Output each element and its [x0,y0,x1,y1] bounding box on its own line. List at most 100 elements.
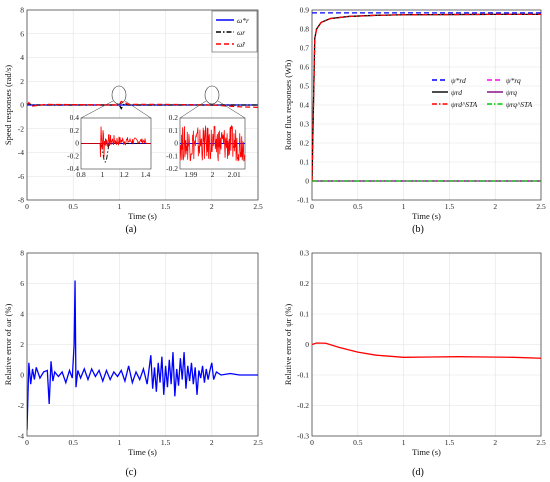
y-tick-label: 0.6 [300,63,310,72]
legend-label: ψrq [506,88,517,97]
x-tick-label: 1 [402,438,406,447]
y-tick-label: -0.1 [297,371,309,380]
y-tick-label: -2 [18,401,24,410]
plot-frame [311,9,542,201]
zoom-connector [179,100,207,119]
y-tick-label: 0 [20,101,24,110]
inset-series-line-2 [81,126,151,158]
inset-y-tick-label: 0.4 [70,113,80,122]
legend-label: ω*r [237,16,249,25]
x-tick-label: 2 [493,202,497,211]
zoom-connector [217,100,246,119]
series-line-2 [312,13,541,182]
x-axis-label: Time (s) [412,447,441,457]
panel-label: (a) [125,224,136,235]
legend-label: ψrd^STA [451,100,478,109]
y-tick-label: 0.9 [300,6,310,15]
inset-x-tick-label: 1 [101,170,105,179]
x-tick-label: 1.5 [445,438,455,447]
y-tick-label: 8 [20,6,24,15]
x-tick-label: 0.5 [69,202,79,211]
legend-box [211,10,258,53]
y-tick-label: 6 [20,279,24,288]
panel-label: (b) [412,224,424,235]
legend-label: ψrd [451,88,462,97]
y-axis-label: Relative error of ωr (%) [3,304,13,386]
x-axis-label: Time (s) [412,211,441,221]
legend-label: ωr [237,28,245,37]
x-tick-label: 2.5 [253,202,263,211]
y-tick-label: 0 [305,340,309,349]
plot-frame [26,252,259,437]
zoom-ellipse [204,85,220,105]
y-axis-label: Relative error of ψr (%) [283,304,293,385]
legend-label: ψ*rd [451,76,466,85]
inset-0: 0.8 1 1.2 1.4 -0.4 -0.2 0 0.2 0.4 [67,113,152,179]
inset-x-tick-label: 1.2 [119,170,129,179]
inset-x-tick-label: 2 [211,170,215,179]
zoom-connector [124,100,152,119]
x-tick-label: 0.5 [69,438,79,447]
y-tick-label: 0.3 [300,249,310,258]
y-tick-label: 0.5 [300,82,310,91]
series-line-2 [27,100,258,109]
x-tick-label: 0 [25,202,29,211]
y-tick-label: -4 [18,432,24,441]
x-tick-label: 0 [310,438,314,447]
y-tick-label: 0.1 [300,310,310,319]
y-tick-label: 0 [20,371,24,380]
x-tick-label: 1.5 [161,202,171,211]
y-tick-label: 2 [20,340,24,349]
zoom-ellipse [111,85,127,105]
y-tick-label: -0.2 [297,401,309,410]
x-tick-label: 2 [210,202,214,211]
x-tick-label: 0 [25,438,29,447]
panel-c: 0 0.5 1 1.5 2 2.5 -4 -2 0 2 4 6 8 Time (s) Relative er… [3,249,263,478]
y-tick-label: 0.8 [300,25,310,34]
inset-1: 1.99 2 2.01 -0.2 -0.1 0 0.1 0.2 [166,113,246,179]
inset-y-tick-label: -0.1 [166,151,178,160]
y-tick-label: 0.7 [300,44,310,53]
series-line-0 [27,280,258,430]
inset-y-tick-label: -0.2 [67,151,79,160]
x-tick-label: 0.5 [353,438,363,447]
panel-b: 0 0.5 1 1.5 2 2.5-0.100.10.20.30.40.50.60.70.… [283,6,546,235]
series-line-0 [312,342,541,359]
y-tick-label: -8 [18,196,24,205]
panel-a: 0 0.5 1 1.5 2 2.5 -8 -6 -4 -2 0 2 4 6 8 Time (s) Speed r… [3,6,263,235]
y-tick-label: -6 [18,172,24,181]
inset-y-tick-label: 0.2 [70,126,80,135]
x-tick-label: 1 [118,202,122,211]
y-tick-label: 0 [305,177,309,186]
legend-label: ψ*rq [506,76,521,85]
y-tick-label: 8 [20,249,24,258]
y-tick-label: -0.1 [297,196,309,205]
x-tick-label: 0 [310,202,314,211]
inset-y-tick-label: 0.1 [169,126,179,135]
legend-label: ω̂r [237,40,245,49]
y-tick-label: -0.3 [297,432,309,441]
y-tick-label: 0.2 [300,139,310,148]
y-tick-label: -2 [18,124,24,133]
inset-y-tick-label: -0.2 [166,164,178,173]
x-tick-label: 2 [493,438,497,447]
inset-y-tick-label: 0.2 [169,113,179,122]
y-axis-label: Speed responses (rad/s) [3,65,13,145]
inset-x-tick-label: 2.01 [228,170,241,179]
inset-x-tick-label: 1.4 [141,170,151,179]
inset-x-tick-label: 1.99 [184,170,197,179]
legend-label: ψrq^STA [506,100,533,109]
inset-y-tick-label: 0 [75,139,79,148]
y-tick-label: 6 [20,29,24,38]
y-tick-label: 2 [20,77,24,86]
inset-y-tick-label: 0 [174,139,178,148]
panel-label: (c) [125,467,136,478]
y-tick-label: -4 [18,148,24,157]
x-tick-label: 1.5 [445,202,455,211]
x-tick-label: 2.5 [536,438,546,447]
x-tick-label: 2 [210,438,214,447]
x-tick-label: 2.5 [536,202,546,211]
y-tick-label: 0.4 [300,101,310,110]
x-tick-label: 1 [402,202,406,211]
